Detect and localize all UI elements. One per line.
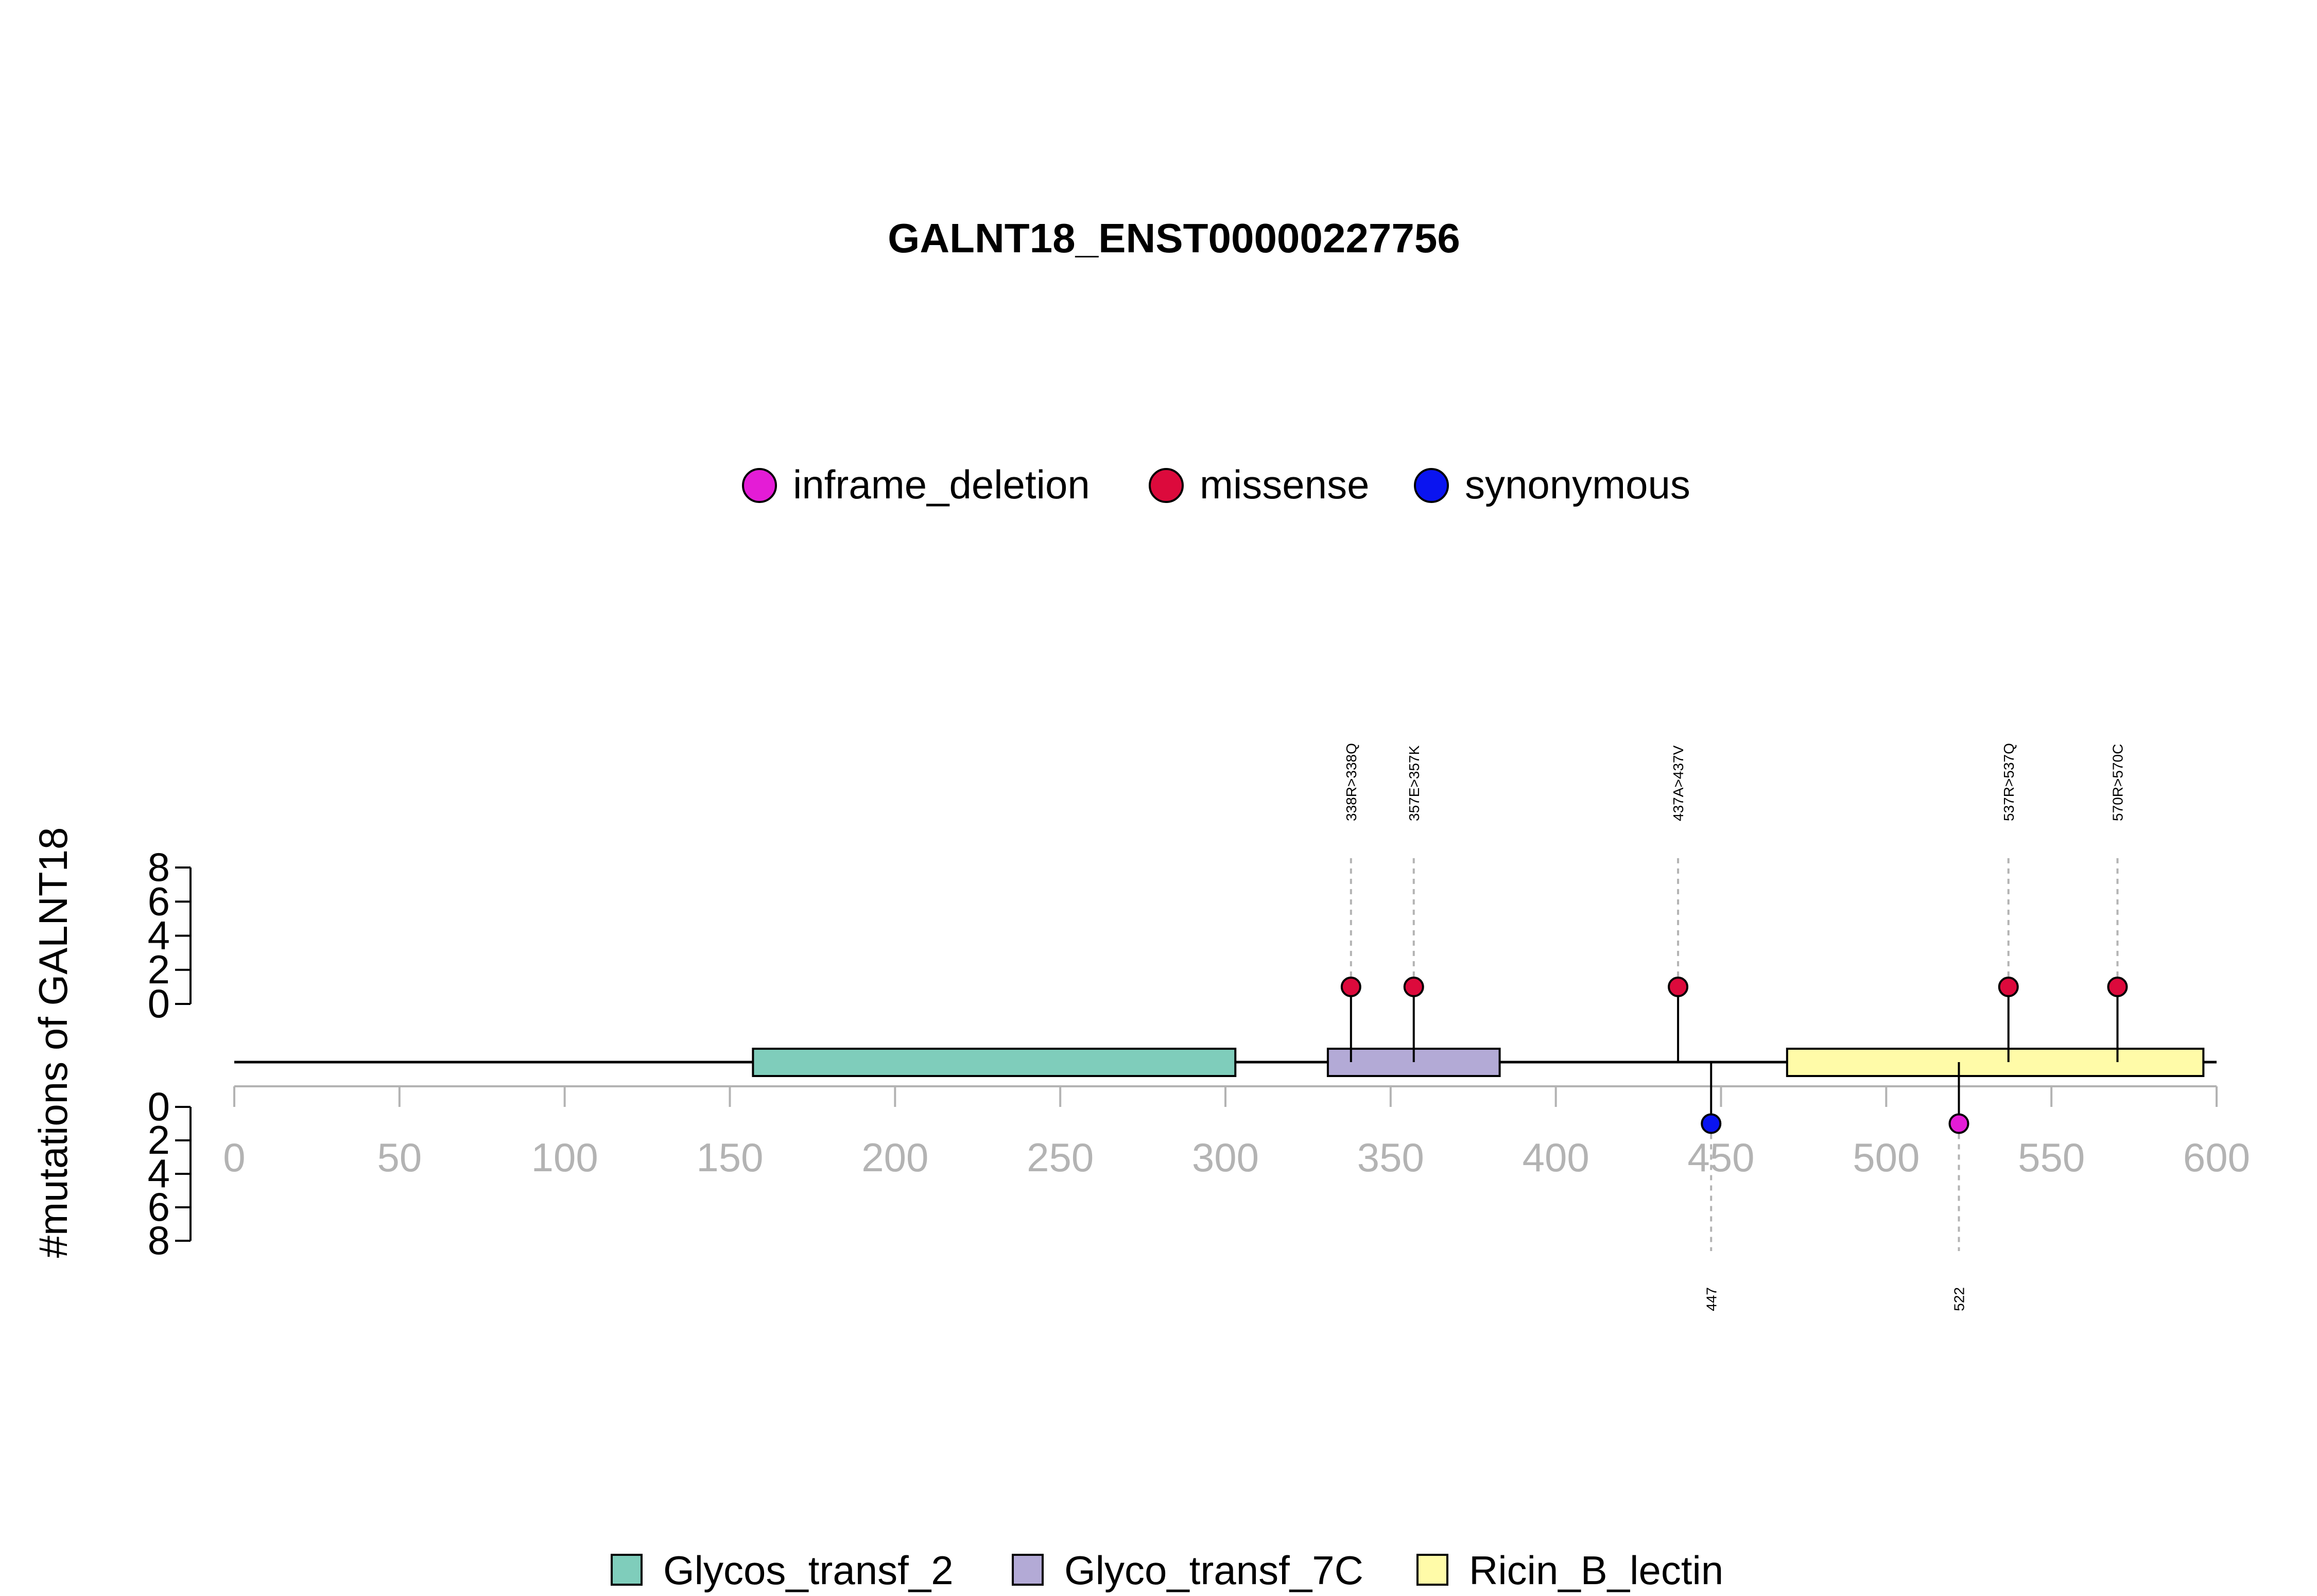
domain-Ricin_B_lectin (1786, 1048, 2205, 1077)
lollipop-head (1340, 976, 1361, 997)
x-tick-label: 50 (377, 1135, 422, 1180)
x-tick-label: 150 (696, 1135, 763, 1180)
y-tick-label-top: 4 (148, 913, 170, 958)
y-tick-label-top: 2 (148, 947, 170, 992)
mutation-label: 522 (1951, 1287, 1967, 1311)
x-axis: 0 50 100 150 200 250 300 350 400 450 500 550 600 (223, 1085, 2250, 1180)
legend-dot-missense (1149, 468, 1184, 503)
domain-Glycos_transf_2 (752, 1048, 1237, 1077)
x-tick-label: 300 (1192, 1135, 1259, 1180)
lollipop-head (2107, 976, 2128, 997)
y-tick-label-bottom: 0 (148, 1084, 170, 1129)
legend-swatch-Glycos_transf_2 (611, 1554, 643, 1586)
protein-domains (752, 1048, 2205, 1077)
x-tick-label: 400 (1523, 1135, 1589, 1180)
y-tick-label-bottom: 8 (148, 1218, 170, 1263)
legend-swatch-Glyco_transf_7C (1012, 1554, 1044, 1586)
mutations-bottom: 447 522 (1701, 1062, 1969, 1311)
y-tick-label-bottom: 6 (148, 1184, 170, 1229)
mutation-label: 447 (1703, 1287, 1719, 1311)
lollipop-head (1998, 976, 2019, 997)
mutation-type-legend: inframe_deletion missense synonymous (742, 462, 1690, 507)
legend-label-synonymous: synonymous (1465, 462, 1690, 507)
y-tick-label-top: 0 (148, 981, 170, 1026)
chart-title: GALNT18_ENST00000227756 (888, 215, 1460, 261)
legend-swatch-Ricin_B_lectin (1416, 1554, 1448, 1586)
y-tick-label-top: 6 (148, 878, 170, 924)
mutation-label: 537R>537Q (2001, 743, 2017, 821)
legend-label-Glyco_transf_7C: Glyco_transf_7C (1064, 1548, 1363, 1593)
lollipop-head (1668, 976, 1689, 997)
x-tick-label: 350 (1357, 1135, 1424, 1180)
domain-legend: Glycos_transf_2 Glyco_transf_7C Ricin_B_le… (611, 1548, 1723, 1593)
mutation-label: 357E>357K (1406, 745, 1422, 821)
x-tick-label: 100 (531, 1135, 598, 1180)
x-tick-label: 600 (2183, 1135, 2250, 1180)
lollipop-head (1403, 976, 1424, 997)
x-tick-label: 550 (2018, 1135, 2085, 1180)
x-tick-label: 500 (1853, 1135, 1920, 1180)
legend-dot-inframe_deletion (742, 468, 777, 503)
mutation-label: 338R>338Q (1343, 743, 1359, 821)
legend-dot-synonymous (1414, 468, 1449, 503)
y-tick-label-top: 8 (148, 844, 170, 890)
x-tick-label: 0 (223, 1135, 245, 1180)
x-tick-label: 450 (1687, 1135, 1754, 1180)
x-tick-label: 250 (1027, 1135, 1094, 1180)
mutations-top: 338R>338Q 357E>357K 437A>437V 537R>537Q 570R… (1340, 743, 2128, 1062)
mutation-label: 570R>570C (2110, 744, 2126, 821)
legend-label-Ricin_B_lectin: Ricin_B_lectin (1469, 1548, 1723, 1593)
y-tick-label-bottom: 4 (148, 1151, 170, 1196)
legend-label-missense: missense (1200, 462, 1369, 507)
lollipop-head (1701, 1113, 1722, 1134)
lollipop-head (1948, 1113, 1969, 1134)
x-tick-label: 200 (861, 1135, 928, 1180)
mutation-label: 437A>437V (1670, 745, 1686, 821)
y-tick-label-bottom: 2 (148, 1117, 170, 1163)
y-axis-label: #mutations of GALNT18 (30, 827, 76, 1258)
legend-label-Glycos_transf_2: Glycos_transf_2 (663, 1548, 954, 1593)
legend-label-inframe_deletion: inframe_deletion (793, 462, 1090, 507)
